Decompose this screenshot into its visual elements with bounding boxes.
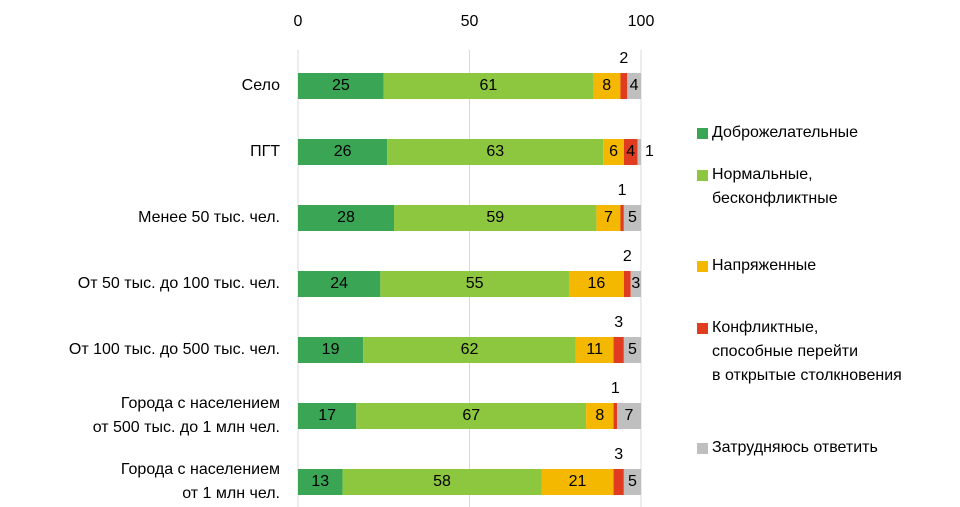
data-label: 3 <box>631 275 640 292</box>
category-label: Города с населением от 1 млн чел. <box>120 461 280 502</box>
data-label: 11 <box>586 341 603 358</box>
bar-segment <box>356 403 587 429</box>
bar-segment <box>620 205 624 231</box>
data-label: 7 <box>625 407 634 424</box>
data-label: 24 <box>330 275 348 292</box>
data-label: 21 <box>569 473 587 490</box>
data-label: 17 <box>318 407 336 424</box>
legend-swatch <box>697 260 708 272</box>
bar-segment <box>623 205 641 231</box>
data-label: 4 <box>630 77 639 94</box>
bar-segment <box>380 271 569 297</box>
data-label: 2 <box>623 248 632 265</box>
category-label: Менее 50 тыс. чел. <box>138 209 280 226</box>
bar-segment <box>298 73 384 99</box>
legend-swatch <box>697 322 708 334</box>
bar-segment <box>620 73 628 99</box>
category-label: ПГТ <box>250 143 280 160</box>
data-label: 62 <box>461 341 479 358</box>
bar-segment <box>623 337 641 363</box>
bar-segment <box>298 337 364 363</box>
bar-segment <box>298 403 357 429</box>
category-label: Село <box>241 77 280 94</box>
legend-label: Напряженные <box>712 257 817 274</box>
data-label: 5 <box>628 209 637 226</box>
bar-segment <box>623 139 638 165</box>
data-label: 2 <box>619 50 628 67</box>
bar-segment <box>630 271 641 297</box>
bar-segment <box>298 469 343 495</box>
data-label: 13 <box>311 473 329 490</box>
bar-segment <box>623 469 641 495</box>
data-label: 67 <box>462 407 480 424</box>
legend-swatch <box>697 169 708 181</box>
bar-segment <box>592 73 621 99</box>
data-label: 1 <box>611 380 620 397</box>
data-label: 5 <box>628 341 637 358</box>
data-label: 19 <box>322 341 340 358</box>
bar-segment <box>616 403 641 429</box>
bar-segment <box>383 73 593 99</box>
data-label: 8 <box>602 77 611 94</box>
category-label: От 100 тыс. до 500 тыс. чел. <box>68 341 280 358</box>
bar-segment <box>298 205 395 231</box>
bar-segment <box>575 337 614 363</box>
bar-segment <box>613 469 624 495</box>
bar-segment <box>298 271 381 297</box>
data-label: 1 <box>645 143 654 160</box>
bar-segment <box>613 403 617 429</box>
data-label: 63 <box>486 143 504 160</box>
bar-segment <box>363 337 576 363</box>
x-tick-label: 100 <box>628 13 655 30</box>
bar-segment <box>603 139 624 165</box>
data-label: 16 <box>588 275 606 292</box>
legend-label: Затрудняюсь ответить <box>712 439 878 456</box>
legend-swatch <box>697 442 708 454</box>
data-label: 58 <box>433 473 451 490</box>
legend-swatch <box>697 127 708 139</box>
data-label: 25 <box>332 77 350 94</box>
bar-segment <box>623 271 631 297</box>
legend-label: Нормальные, бесконфликтные <box>712 166 838 207</box>
data-label: 3 <box>614 446 623 463</box>
x-tick-label: 0 <box>294 13 303 30</box>
legend-label: Конфликтные, способные перейти в открыты… <box>712 319 902 384</box>
bar-segment <box>541 469 614 495</box>
data-label: 6 <box>609 143 618 160</box>
bar-segment <box>613 337 624 363</box>
bar-segment <box>342 469 542 495</box>
data-label: 26 <box>334 143 352 160</box>
bar-segment <box>627 73 641 99</box>
data-label: 4 <box>626 143 635 160</box>
data-label: 55 <box>466 275 484 292</box>
data-label: 7 <box>604 209 613 226</box>
data-label: 5 <box>628 473 637 490</box>
category-label: От 50 тыс. до 100 тыс. чел. <box>77 275 280 292</box>
bar-segment <box>298 139 388 165</box>
bar-segment <box>586 403 614 429</box>
data-label: 3 <box>614 314 623 331</box>
legend-label: Доброжелательные <box>712 124 859 141</box>
category-label: Города с населением от 500 тыс. до 1 млн… <box>92 395 280 436</box>
data-label: 59 <box>486 209 504 226</box>
data-label: 8 <box>595 407 604 424</box>
x-tick-label: 50 <box>461 13 479 30</box>
data-label: 61 <box>479 77 497 94</box>
bar-segment <box>387 139 604 165</box>
data-label: 28 <box>337 209 355 226</box>
bar-segment <box>637 139 641 165</box>
bar-segment <box>596 205 621 231</box>
bar-segment <box>394 205 597 231</box>
data-label: 1 <box>618 182 627 199</box>
bar-segment <box>568 271 624 297</box>
